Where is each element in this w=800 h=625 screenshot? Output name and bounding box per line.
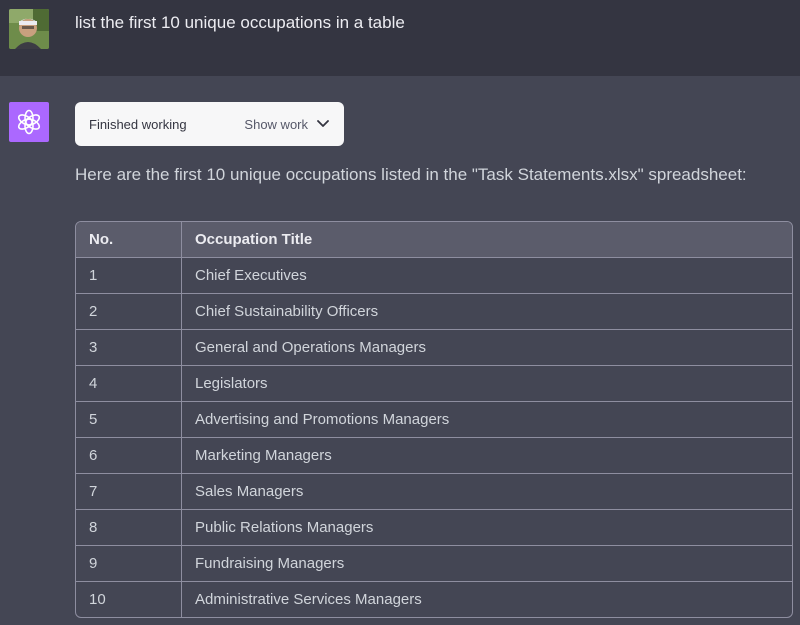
row-number: 1 — [76, 258, 182, 294]
row-number: 4 — [76, 366, 182, 402]
occupation-title: Public Relations Managers — [182, 510, 792, 546]
table-row: 10 Administrative Services Managers — [76, 582, 792, 617]
table-row: 4 Legislators — [76, 366, 792, 402]
occupation-title: Marketing Managers — [182, 438, 792, 474]
row-number: 10 — [76, 582, 182, 617]
row-number: 8 — [76, 510, 182, 546]
user-message-text: list the first 10 unique occupations in … — [75, 13, 405, 32]
occupation-title: Legislators — [182, 366, 792, 402]
row-number: 3 — [76, 330, 182, 366]
avatar — [9, 9, 49, 49]
show-work-label: Show work — [244, 116, 308, 132]
table-row: 8 Public Relations Managers — [76, 510, 792, 546]
table-row: 2 Chief Sustainability Officers — [76, 294, 792, 330]
table-row: 7 Sales Managers — [76, 474, 792, 510]
user-avatar-image — [9, 9, 49, 49]
table-header-row: No. Occupation Title — [76, 222, 792, 258]
row-number: 6 — [76, 438, 182, 474]
occupation-title: Fundraising Managers — [182, 546, 792, 582]
assistant-message: Finished working Show work Here are the … — [0, 76, 800, 625]
table-row: 9 Fundraising Managers — [76, 546, 792, 582]
occupation-title: Sales Managers — [182, 474, 792, 510]
table-row: 5 Advertising and Promotions Managers — [76, 402, 792, 438]
table-row: 1 Chief Executives — [76, 258, 792, 294]
header-occupation-title: Occupation Title — [182, 222, 792, 258]
occupations-table: No. Occupation Title 1 Chief Executives … — [75, 221, 793, 618]
occupation-title: Chief Executives — [182, 258, 792, 294]
work-status-label: Finished working — [89, 116, 187, 132]
openai-logo-icon — [9, 102, 49, 142]
occupation-title: Chief Sustainability Officers — [182, 294, 792, 330]
occupation-title: Advertising and Promotions Managers — [182, 402, 792, 438]
header-no: No. — [76, 222, 182, 258]
row-number: 5 — [76, 402, 182, 438]
row-number: 2 — [76, 294, 182, 330]
row-number: 7 — [76, 474, 182, 510]
occupation-title: General and Operations Managers — [182, 330, 792, 366]
table-row: 6 Marketing Managers — [76, 438, 792, 474]
user-message: list the first 10 unique occupations in … — [0, 0, 800, 76]
row-number: 9 — [76, 546, 182, 582]
chevron-down-icon — [316, 117, 330, 131]
show-work-toggle[interactable]: Finished working Show work — [75, 102, 344, 146]
table-row: 3 General and Operations Managers — [76, 330, 792, 366]
intro-text: Here are the first 10 unique occupations… — [75, 165, 747, 184]
occupation-title: Administrative Services Managers — [195, 591, 422, 608]
